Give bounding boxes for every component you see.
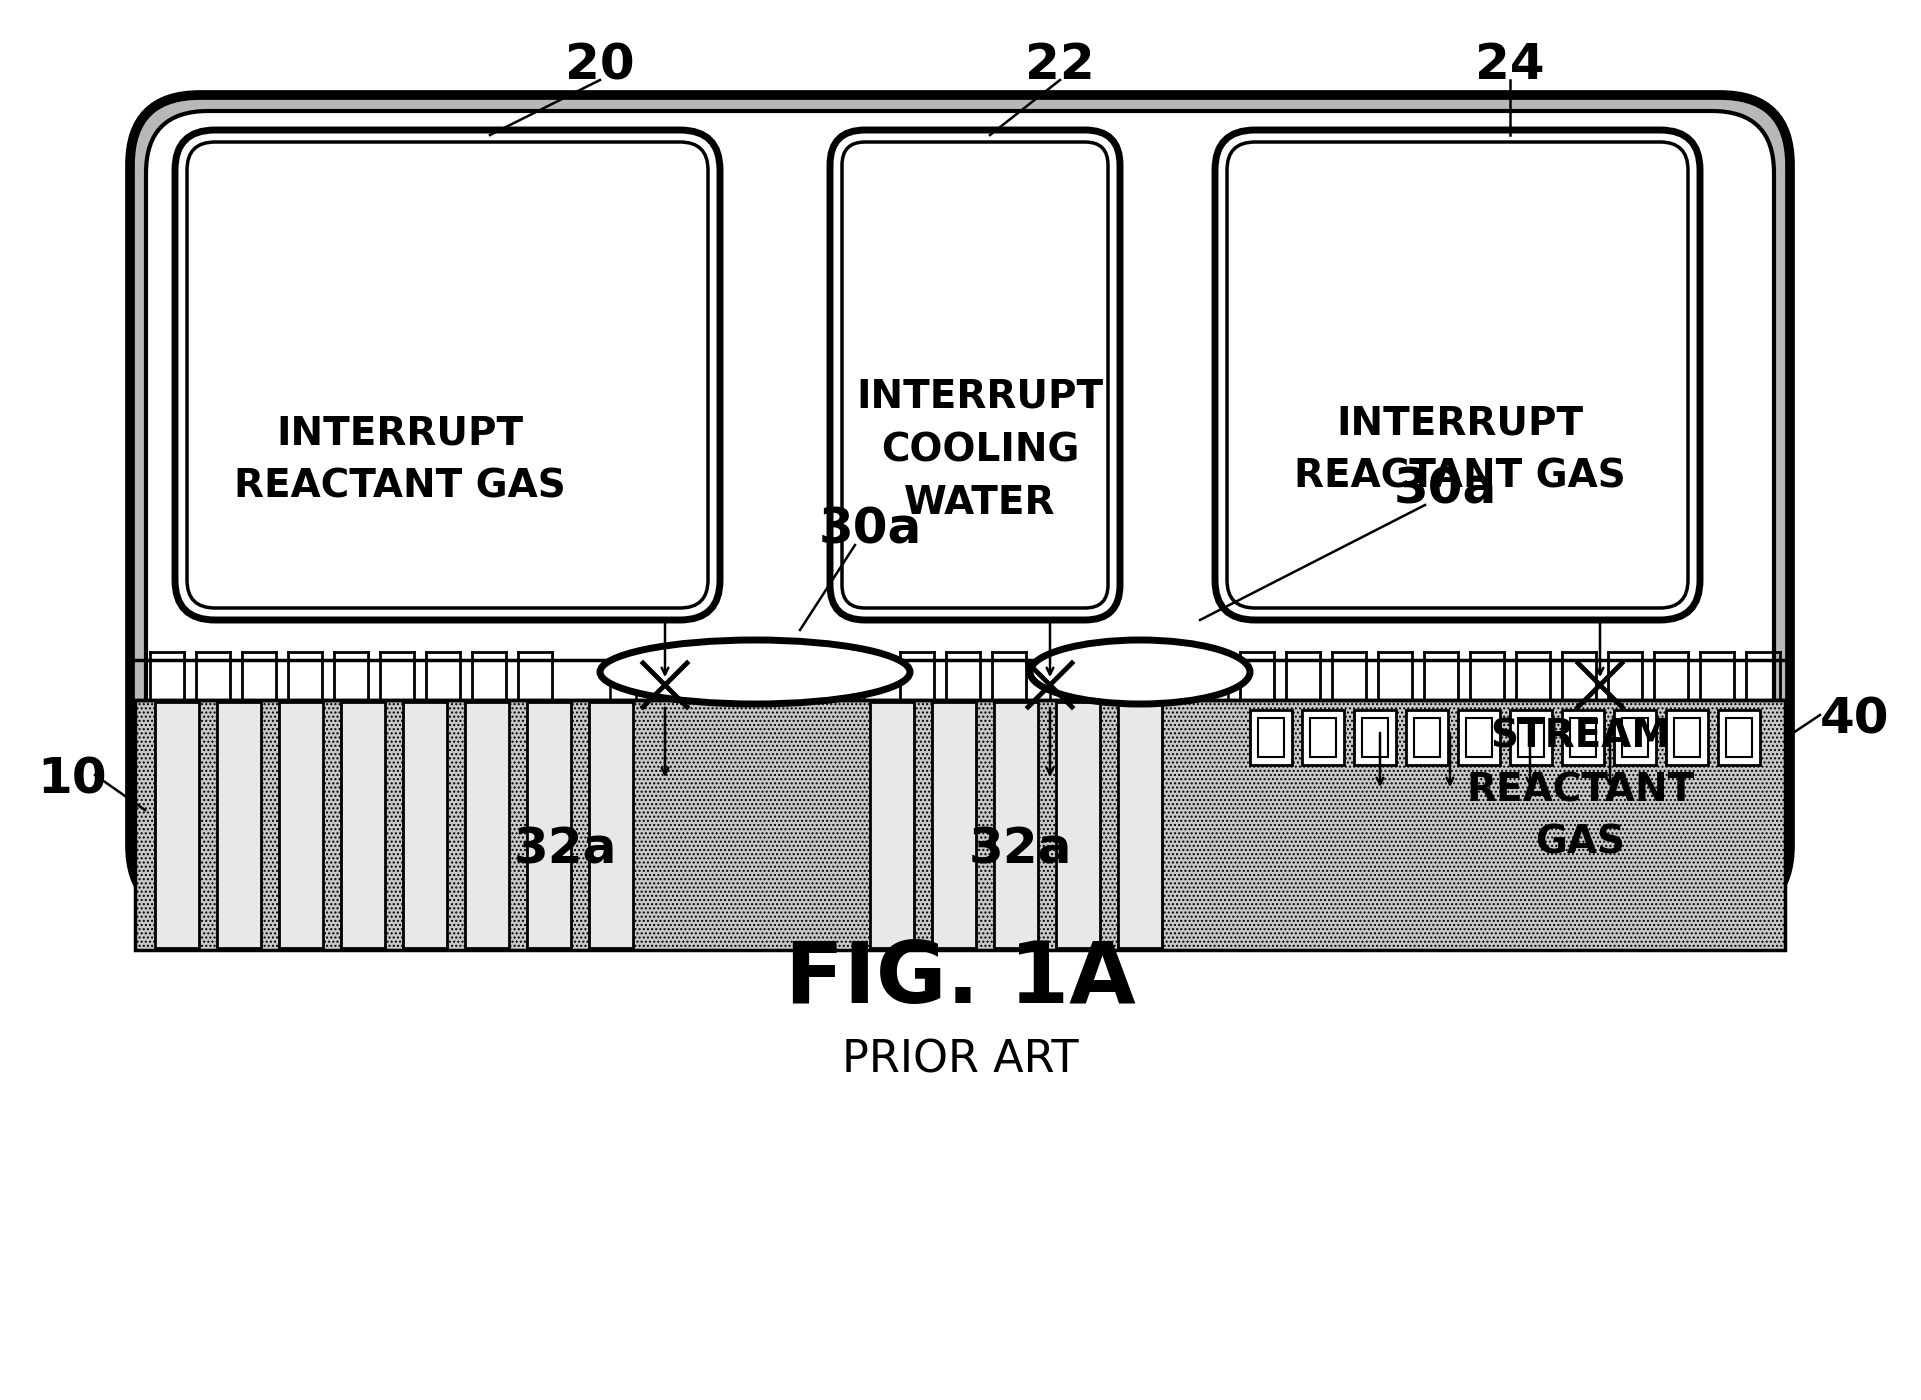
Bar [870, 701, 914, 948]
Text: INTERRUPT
REACTANT GAS: INTERRUPT REACTANT GAS [234, 414, 567, 505]
Bar [1258, 718, 1283, 757]
Text: 22: 22 [1026, 41, 1095, 90]
Bar [1510, 710, 1552, 764]
Bar [156, 701, 200, 948]
Text: INTERRUPT
REACTANT GAS: INTERRUPT REACTANT GAS [1295, 405, 1625, 496]
FancyBboxPatch shape [175, 130, 720, 620]
Bar [1406, 710, 1448, 764]
Bar [1518, 718, 1544, 757]
Bar [590, 701, 634, 948]
Bar [1614, 710, 1656, 764]
Bar [1118, 701, 1162, 948]
Bar [1673, 718, 1700, 757]
Text: 20: 20 [565, 41, 634, 90]
Bar [1466, 718, 1493, 757]
Text: 32a: 32a [513, 826, 617, 874]
Bar [1414, 718, 1441, 757]
FancyBboxPatch shape [146, 111, 1773, 899]
Bar [1621, 718, 1648, 757]
Bar [403, 701, 448, 948]
Bar [1562, 710, 1604, 764]
FancyBboxPatch shape [1214, 130, 1700, 620]
Text: 32a: 32a [968, 826, 1072, 874]
Bar [1458, 710, 1500, 764]
Bar [1057, 701, 1101, 948]
Bar [1362, 718, 1389, 757]
Bar [1251, 710, 1293, 764]
Bar [526, 701, 571, 948]
Bar [134, 700, 1785, 951]
Bar [1569, 718, 1596, 757]
Ellipse shape [599, 640, 911, 704]
Text: PRIOR ART: PRIOR ART [841, 1039, 1080, 1081]
Bar [465, 701, 509, 948]
Bar [217, 701, 261, 948]
Text: 30a: 30a [1393, 466, 1496, 514]
Bar [1717, 710, 1760, 764]
FancyBboxPatch shape [830, 130, 1120, 620]
Text: 10: 10 [36, 756, 108, 804]
Bar [1666, 710, 1708, 764]
Bar [279, 701, 323, 948]
Text: FIG. 1A: FIG. 1A [786, 938, 1135, 1022]
Bar [342, 701, 384, 948]
Text: 40: 40 [1821, 696, 1890, 743]
Bar [932, 701, 976, 948]
Bar [1354, 710, 1397, 764]
FancyBboxPatch shape [131, 95, 1790, 916]
FancyBboxPatch shape [841, 141, 1108, 608]
Text: INTERRUPT
COOLING
WATER: INTERRUPT COOLING WATER [857, 378, 1103, 522]
FancyBboxPatch shape [186, 141, 709, 608]
Bar [1725, 718, 1752, 757]
FancyBboxPatch shape [1228, 141, 1689, 608]
Bar [1310, 718, 1335, 757]
Text: 30a: 30a [818, 505, 922, 554]
Ellipse shape [1030, 640, 1251, 704]
Bar [993, 701, 1037, 948]
Bar [1302, 710, 1345, 764]
Text: 24: 24 [1475, 41, 1544, 90]
Text: STREAM
REACTANT
GAS: STREAM REACTANT GAS [1466, 718, 1694, 862]
